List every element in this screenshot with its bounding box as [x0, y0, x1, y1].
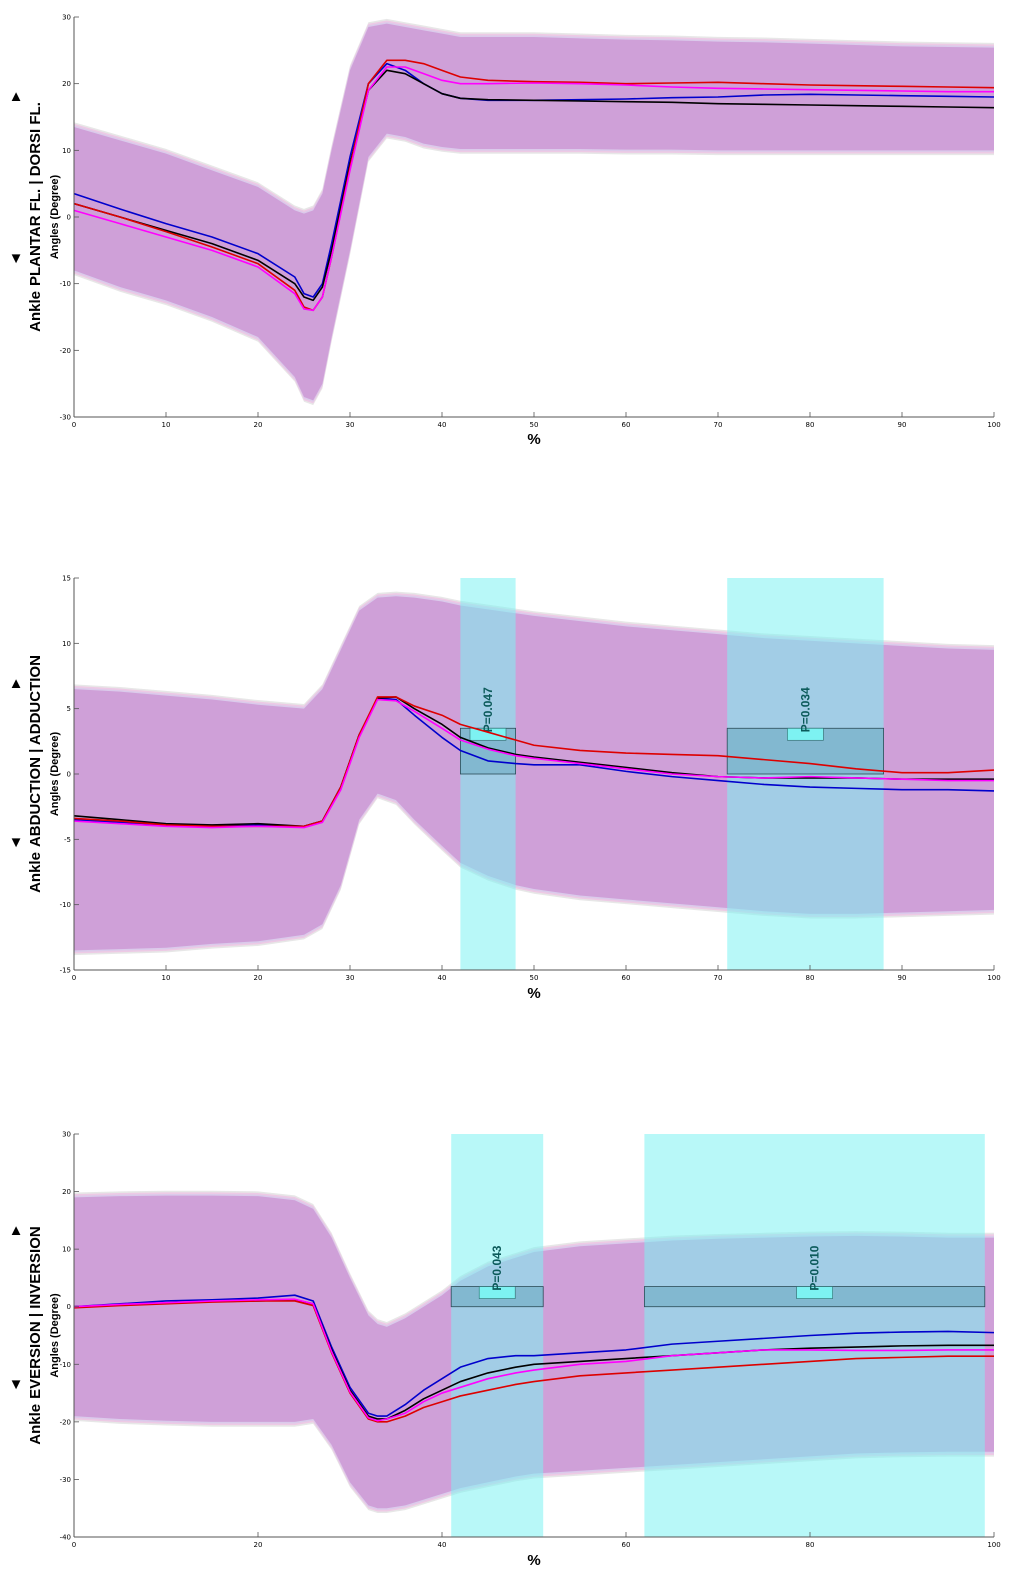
p-value-label-1: P=0.047 — [481, 687, 495, 732]
y-axis-label-group: Ankle ABDUCTION | ADDUCTION Angles (Degree… — [27, 655, 61, 893]
arrow-up-icon: ▲ — [9, 88, 24, 105]
y-tick-label: 0 — [67, 214, 71, 222]
chart-panel-2: P=0.047 P=0.034 -15 -10 -5 0 5 10 15 0 10 20 30 40 50 6… — [9, 575, 1001, 1003]
y-tick-label: -20 — [60, 347, 71, 355]
y-axis-direction: PLANTAR FL. | DORSI FL. — [27, 102, 44, 286]
significance-region-1 — [451, 1134, 544, 1537]
x-axis-label: % — [527, 431, 540, 448]
chart-panel-3: P=0.043 P=0.010 -40 -30 -20 -10 0 10 20 30 0 20 40 60… — [9, 1131, 1001, 1570]
series-line-1 — [73, 1294, 995, 1417]
x-tick-label: 90 — [898, 974, 907, 982]
y-tick-label: 15 — [62, 575, 71, 583]
x-tick-label: 60 — [622, 421, 631, 429]
y-tick-label: -10 — [60, 1361, 71, 1369]
series-line-1 — [73, 697, 995, 828]
x-tick-label: 90 — [898, 421, 907, 429]
y-tick-label: 20 — [62, 1188, 71, 1196]
arrow-down-icon: ▼ — [9, 834, 24, 851]
y-axis-label-group: Ankle EVERSION | INVERSION Angles (Degree) — [27, 1226, 61, 1444]
arrow-down-icon: ▼ — [9, 250, 24, 267]
y-tick-label: 5 — [67, 705, 71, 713]
y-tick-label: 30 — [62, 1131, 71, 1139]
p-value-box-2 — [796, 1286, 833, 1299]
x-tick-label: 10 — [162, 974, 171, 982]
y-tick-label: 20 — [62, 80, 71, 88]
x-tick-label: 80 — [806, 974, 815, 982]
p-value-label-2: P=0.034 — [798, 687, 812, 732]
y-axis-joint: Ankle — [27, 852, 44, 893]
x-tick-label: 10 — [162, 421, 171, 429]
x-tick-label: 50 — [530, 421, 539, 429]
x-tick-label: 50 — [530, 974, 539, 982]
x-tick-label: 0 — [72, 1541, 76, 1549]
y-axis-label-group: Ankle PLANTAR FL. | DORSI FL. Angles (Degr… — [27, 102, 61, 332]
sd-band-core — [74, 23, 994, 401]
x-tick-label: 60 — [622, 1541, 631, 1549]
y-tick-label: -5 — [64, 836, 71, 844]
x-tick-label: 40 — [438, 421, 447, 429]
x-tick-label: 100 — [987, 421, 1000, 429]
x-tick-label: 100 — [987, 1541, 1000, 1549]
x-tick-label: 20 — [254, 974, 263, 982]
y-tick-label: 0 — [67, 1303, 71, 1311]
x-tick-label: 30 — [346, 974, 355, 982]
y-axis-unit: Angles (Degree) — [49, 731, 61, 816]
x-tick-label: 70 — [714, 421, 723, 429]
y-tick-label: 10 — [62, 1246, 71, 1254]
y-tick-label: -30 — [60, 414, 71, 422]
arrow-down-icon: ▼ — [9, 1376, 24, 1393]
x-tick-label: 70 — [714, 974, 723, 982]
x-tick-label: 30 — [346, 421, 355, 429]
x-tick-label: 0 — [72, 421, 76, 429]
x-tick-label: 100 — [987, 974, 1000, 982]
series-line-4 — [73, 698, 994, 829]
x-tick-label: 20 — [254, 421, 263, 429]
arrow-up-icon: ▲ — [9, 1222, 24, 1239]
y-axis-joint-direction: Ankle EVERSION | INVERSION — [27, 1226, 44, 1444]
y-tick-label: -20 — [60, 1418, 71, 1426]
y-tick-label: 10 — [62, 640, 71, 648]
x-tick-label: 60 — [622, 974, 631, 982]
y-axis-unit: Angles (Degree) — [49, 1293, 61, 1378]
x-axis-label: % — [527, 1552, 540, 1569]
p-value-label-1: P=0.043 — [490, 1245, 504, 1290]
series-line-4 — [73, 1298, 994, 1422]
y-tick-label: -10 — [60, 280, 71, 288]
p-value-box-1 — [478, 1286, 516, 1299]
series-line-2 — [73, 69, 995, 302]
x-tick-label: 20 — [254, 1541, 263, 1549]
y-tick-label: 30 — [62, 14, 71, 22]
chart-panel-1: -30 -20 -10 0 10 20 30 0 10 20 30 40 50 60 70 80 90 100% A… — [9, 14, 1001, 449]
series-line-3 — [73, 1300, 994, 1423]
x-tick-label: 80 — [806, 421, 815, 429]
y-tick-label: -10 — [60, 901, 71, 909]
y-tick-label: -15 — [60, 967, 71, 975]
y-axis-joint-direction: Ankle ABDUCTION | ADDUCTION — [27, 655, 44, 893]
x-axis-label: % — [527, 985, 540, 1002]
x-tick-label: 0 — [72, 974, 76, 982]
y-tick-label: 10 — [62, 147, 71, 155]
p-value-label-2: P=0.010 — [808, 1245, 822, 1290]
series-line-4 — [73, 66, 994, 312]
series-line-2 — [73, 696, 994, 828]
y-axis-joint: Ankle — [27, 291, 44, 332]
y-tick-label: 0 — [67, 771, 71, 779]
x-tick-label: 40 — [438, 1541, 447, 1549]
y-tick-label: -40 — [60, 1534, 71, 1542]
x-tick-label: 40 — [438, 974, 447, 982]
y-axis-unit: Angles (Degree) — [49, 174, 61, 259]
y-axis-joint: Ankle — [27, 1404, 44, 1445]
y-axis-joint-direction: Ankle PLANTAR FL. | DORSI FL. — [27, 102, 44, 332]
p-value-box-2 — [787, 727, 824, 741]
y-axis-direction: ABDUCTION | ADDUCTION — [27, 655, 44, 847]
y-tick-label: -30 — [60, 1476, 71, 1484]
series-line-3 — [73, 59, 995, 312]
p-value-box-1 — [469, 727, 507, 741]
x-tick-label: 80 — [806, 1541, 815, 1549]
arrow-up-icon: ▲ — [9, 675, 24, 692]
y-axis-direction: EVERSION | INVERSION — [27, 1226, 44, 1399]
